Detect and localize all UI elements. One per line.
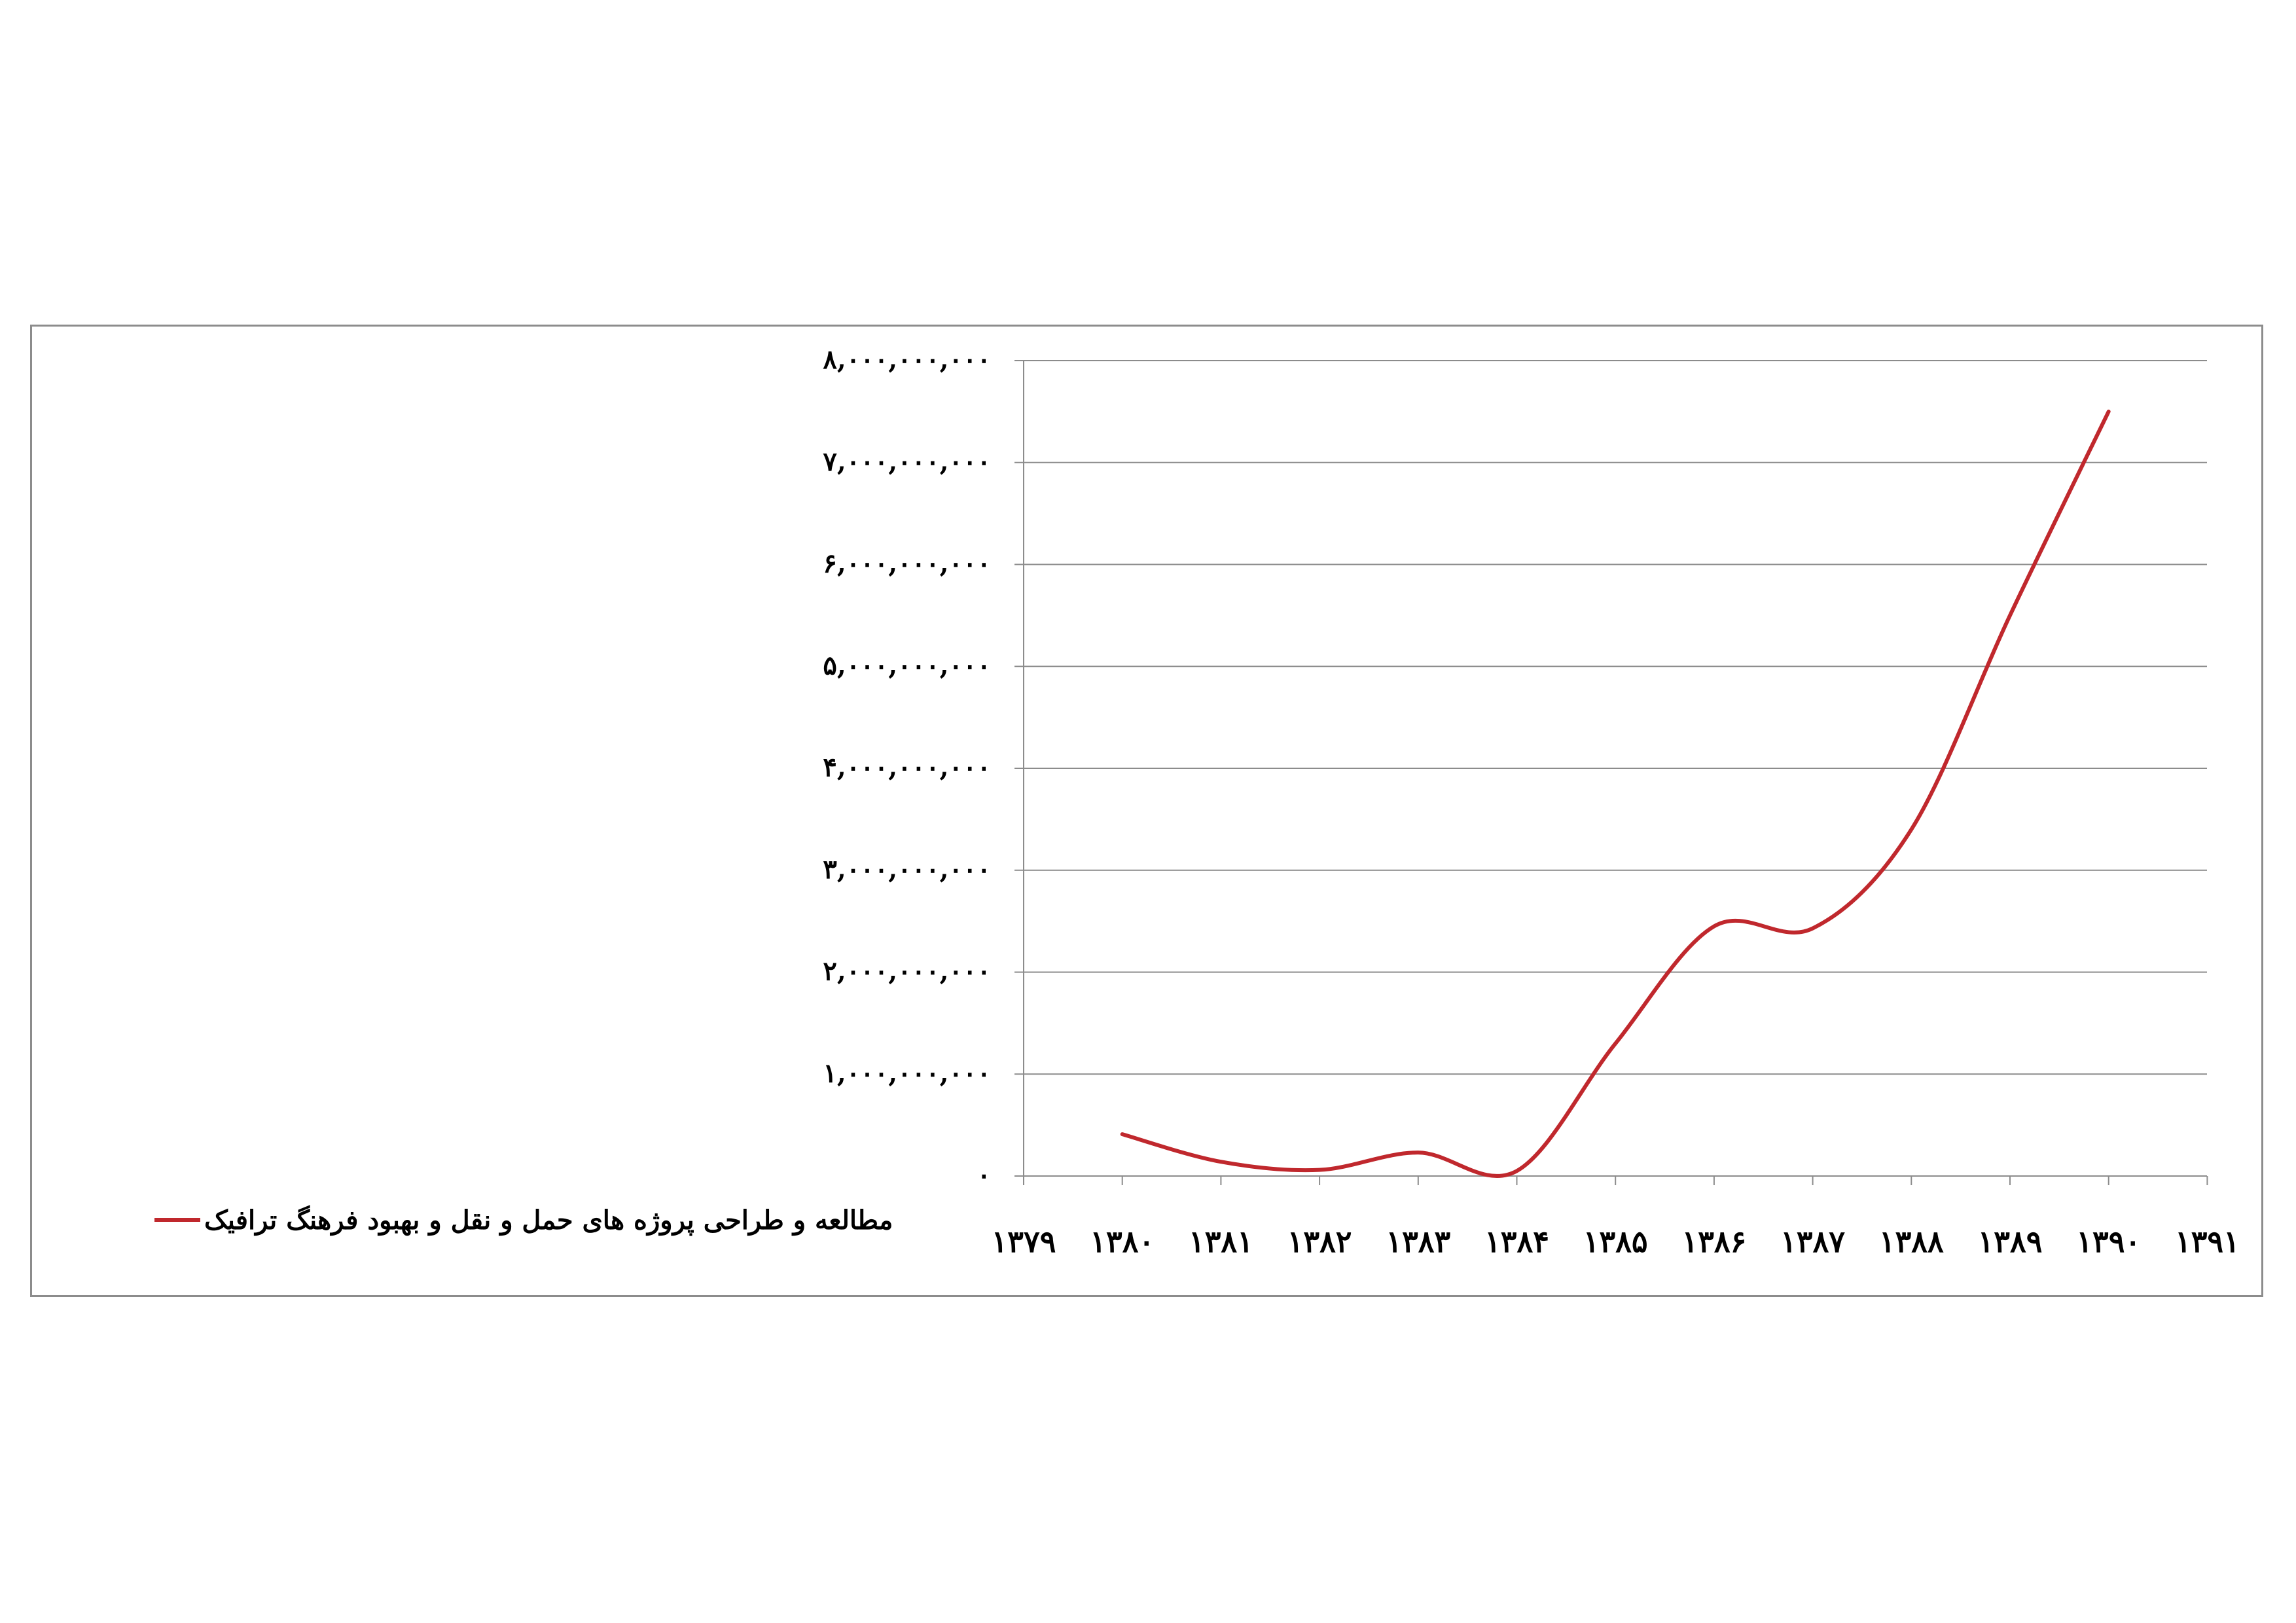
x-tick-label-8: ۱۳۸۷: [1780, 1224, 1845, 1259]
y-tick-label-6: ۶,۰۰۰,۰۰۰,۰۰۰: [823, 548, 991, 579]
chart-frame: [30, 325, 2263, 1297]
series-line-0: [1120, 409, 2111, 1178]
y-axis-tick-labels: ۰ ۱,۰۰۰,۰۰۰,۰۰۰ ۲,۰۰۰,۰۰۰,۰۰۰ ۳,۰۰۰,۰۰۰,۰۰۰…: [823, 344, 991, 1190]
x-tick-label-7: ۱۳۸۶: [1681, 1224, 1746, 1259]
y-tick-label-5: ۵,۰۰۰,۰۰۰,۰۰۰: [823, 650, 991, 681]
series-lines: [1120, 409, 2111, 1178]
gridlines: [1024, 360, 2207, 1075]
x-tick-label-0: ۱۳۷۹: [992, 1224, 1056, 1259]
y-tick-label-7: ۷,۰۰۰,۰۰۰,۰۰۰: [823, 446, 991, 477]
y-tick-label-2: ۲,۰۰۰,۰۰۰,۰۰۰: [823, 956, 991, 987]
x-tick-label-10: ۱۳۸۹: [1978, 1224, 2043, 1259]
y-tick-label-0: ۰: [977, 1160, 991, 1190]
x-tick-label-3: ۱۳۸۲: [1287, 1224, 1352, 1259]
y-tick-label-3: ۳,۰۰۰,۰۰۰,۰۰۰: [823, 854, 991, 885]
x-tick-label-1: ۱۳۸۰: [1090, 1224, 1155, 1259]
x-tick-label-2: ۱۳۸۱: [1189, 1224, 1253, 1259]
legend: مطالعه و طراحی پروژه های حمل و نقل و بهب…: [154, 1205, 893, 1236]
legend-label-0: مطالعه و طراحی پروژه های حمل و نقل و بهب…: [204, 1205, 893, 1236]
x-tick-label-12: ۱۳۹۱: [2175, 1224, 2240, 1259]
x-tick-label-4: ۱۳۸۳: [1386, 1224, 1450, 1259]
y-tick-label-8: ۸,۰۰۰,۰۰۰,۰۰۰: [823, 344, 991, 375]
x-axis-tick-labels: ۱۳۷۹ ۱۳۸۰ ۱۳۸۱ ۱۳۸۲ ۱۳۸۳ ۱۳۸۴ ۱۳۸۵ ۱۳۸۶ ۱۳۸۷ ۱۳۸۸…: [992, 1224, 2240, 1259]
x-tick-label-6: ۱۳۸۵: [1583, 1224, 1648, 1259]
x-tick-label-11: ۱۳۹۰: [2076, 1224, 2141, 1259]
y-tick-label-4: ۴,۰۰۰,۰۰۰,۰۰۰: [823, 752, 991, 783]
y-tick-label-1: ۱,۰۰۰,۰۰۰,۰۰۰: [823, 1058, 991, 1088]
x-tick-label-9: ۱۳۸۸: [1879, 1224, 1944, 1259]
axes: [1014, 360, 2208, 1185]
x-tick-label-5: ۱۳۸۴: [1484, 1224, 1549, 1259]
